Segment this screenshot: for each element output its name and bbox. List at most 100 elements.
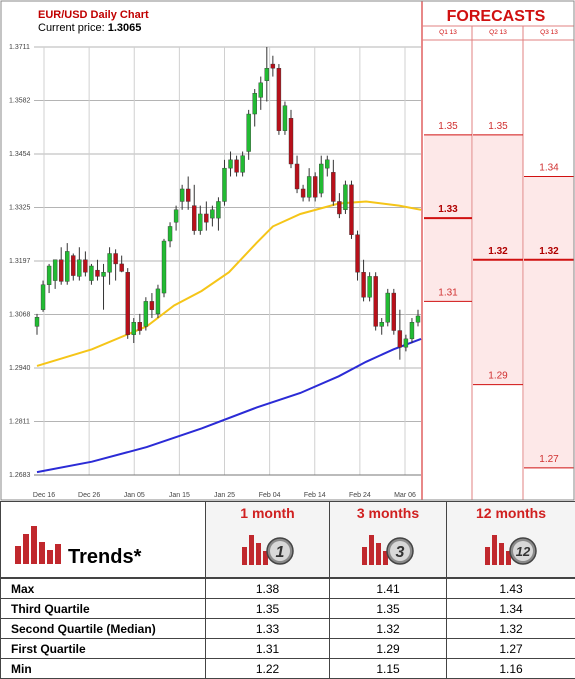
y-tick-label: 1.3197 [9, 258, 31, 265]
candle-body [65, 251, 69, 281]
cell-value: 1.15 [330, 659, 447, 679]
y-tick-label: 1.3325 [9, 205, 31, 212]
candle-body [349, 185, 353, 235]
forecast-quarter-label: Q1 13 [439, 29, 457, 36]
x-tick-label: Mar 06 [394, 492, 416, 499]
candle-body [156, 289, 160, 314]
x-tick-label: Jan 25 [214, 492, 235, 499]
forecast-quarter-label: Q3 13 [540, 29, 558, 36]
forecast-range [524, 176, 574, 467]
candle-body [229, 160, 233, 168]
candle-body [386, 293, 390, 322]
candle-body [95, 270, 99, 276]
candle-body [186, 189, 190, 201]
candle-body [307, 176, 311, 197]
x-tick-label: Dec 26 [78, 492, 100, 499]
candle-body [41, 285, 45, 310]
horizon-1-month: 1 month 1 [206, 502, 330, 579]
candle-body [253, 93, 257, 114]
horizon-badge-icon: 3 [360, 527, 416, 567]
candle-body [319, 164, 323, 193]
horizon-badge-icon: 12 [483, 527, 539, 567]
row-label: Third Quartile [1, 599, 206, 619]
trends-title: Trends* [68, 546, 141, 569]
candle-body [247, 114, 251, 151]
forecast-level-value: 1.33 [438, 204, 458, 215]
candle-body [89, 266, 93, 281]
chart-title: EUR/USD Daily Chart [38, 9, 149, 21]
candle-body [210, 210, 214, 218]
candle-body [241, 156, 245, 173]
candle-body [277, 68, 281, 130]
forecast-title: FORECASTS [447, 8, 546, 25]
forecast-level-value: 1.34 [539, 162, 559, 173]
current-price-label: Current price: [38, 22, 105, 34]
candle-body [35, 317, 39, 326]
candle-body [162, 241, 166, 293]
cell-value: 1.27 [447, 639, 575, 659]
forecast-level-value: 1.31 [438, 287, 458, 298]
candle-body [313, 176, 317, 197]
current-price: Current price: 1.3065 [38, 22, 141, 34]
cell-value: 1.34 [447, 599, 575, 619]
cell-value: 1.43 [447, 578, 575, 599]
bar-chart-icon [13, 524, 63, 564]
trend-row-min: Min 1.22 1.15 1.16 [1, 659, 575, 679]
trend-row-third-quartile: Third Quartile 1.35 1.35 1.34 [1, 599, 575, 619]
cell-value: 1.16 [447, 659, 575, 679]
candle-body [47, 266, 51, 285]
x-tick-label: Feb 04 [259, 492, 281, 499]
candle-body [216, 201, 220, 218]
candle-body [59, 260, 63, 282]
candle-body [416, 316, 420, 322]
y-tick-label: 1.2683 [9, 472, 31, 479]
x-tick-label: Jan 15 [169, 492, 190, 499]
cell-value: 1.32 [447, 619, 575, 639]
y-tick-label: 1.3454 [9, 151, 31, 158]
forecast-quarter-label: Q2 13 [489, 29, 507, 36]
candle-body [362, 272, 366, 297]
candle-body [380, 322, 384, 326]
candle-body [283, 106, 287, 131]
candle-body [259, 83, 263, 98]
trend-row-max: Max 1.38 1.41 1.43 [1, 578, 575, 599]
candle-body [132, 322, 136, 334]
cell-value: 1.38 [206, 578, 330, 599]
cell-value: 1.22 [206, 659, 330, 679]
candle-body [368, 276, 372, 297]
candle-body [71, 256, 75, 276]
candle-body [126, 272, 130, 334]
candle-body [410, 322, 414, 339]
trend-row-median: Second Quartile (Median) 1.33 1.32 1.32 [1, 619, 575, 639]
y-tick-label: 1.2811 [9, 419, 30, 426]
candle-body [180, 189, 184, 201]
candle-body [53, 260, 57, 281]
candle-body [102, 272, 106, 276]
horizon-label: 3 months [330, 505, 446, 521]
candle-body [198, 214, 202, 231]
candle-body [356, 235, 360, 272]
candle-body [271, 64, 275, 68]
candle-body [398, 331, 402, 348]
candle-body [392, 293, 396, 330]
candle-body [404, 339, 408, 347]
horizon-12-months: 12 months 12 [447, 502, 575, 579]
forecast-level-value: 1.27 [539, 454, 559, 465]
candle-body [138, 322, 142, 330]
candle-body [144, 301, 148, 326]
candle-body [204, 214, 208, 222]
candle-body [325, 160, 329, 168]
forecast-level-value: 1.32 [488, 246, 508, 257]
x-tick-label: Feb 14 [304, 492, 326, 499]
cell-value: 1.41 [330, 578, 447, 599]
candle-body [337, 201, 341, 213]
forecast-level-value: 1.35 [438, 121, 458, 132]
candle-body [265, 68, 269, 80]
candle-body [295, 164, 299, 189]
cell-value: 1.29 [330, 639, 447, 659]
row-label: Min [1, 659, 206, 679]
candle-body [77, 260, 81, 277]
candle-body [150, 301, 154, 309]
eurusd-chart: 1.26831.28111.29401.30681.31971.33251.34… [0, 0, 575, 501]
